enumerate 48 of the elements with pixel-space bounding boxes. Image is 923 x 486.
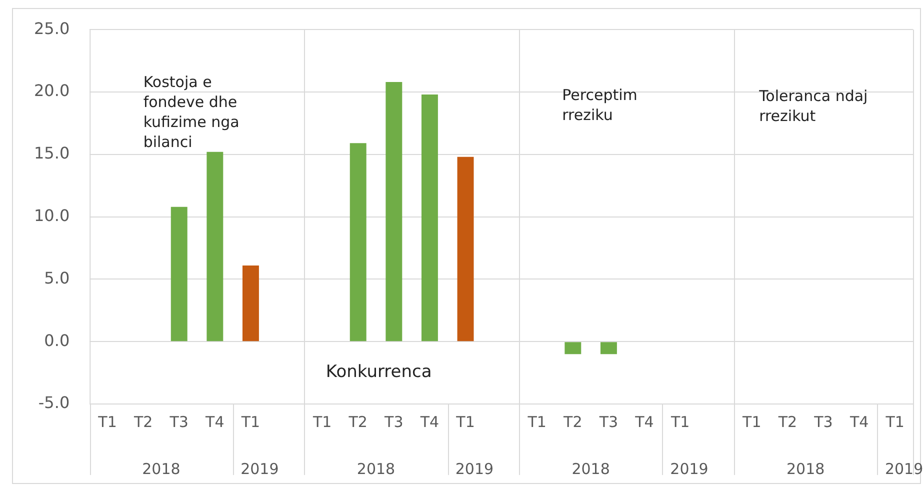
bar bbox=[386, 82, 402, 342]
text: 2018 bbox=[572, 460, 610, 478]
x-tick-label: T2 bbox=[777, 412, 798, 431]
text: 2018 bbox=[356, 460, 396, 478]
text: 2018 bbox=[142, 460, 180, 478]
x-tick-label: T1 bbox=[526, 412, 546, 431]
text: 2019 bbox=[884, 460, 923, 478]
x-tick-label: T4 bbox=[419, 412, 440, 431]
x-tick-label: T1 bbox=[240, 412, 260, 431]
y-tick-label: 25.0 bbox=[34, 18, 70, 38]
bar bbox=[206, 152, 224, 342]
x-tick-label: T3 bbox=[384, 412, 404, 431]
bar bbox=[170, 206, 188, 342]
bar bbox=[421, 94, 438, 342]
x-tick-label: T4 bbox=[204, 412, 224, 431]
x-tick-label: T1 bbox=[312, 412, 332, 431]
x-tick-label: T1 bbox=[884, 412, 904, 431]
y-tick-label: 20.0 bbox=[34, 81, 70, 100]
x-tick-label: T3 bbox=[598, 412, 618, 431]
x-tick-label: T2 bbox=[348, 412, 368, 431]
text: 2019 bbox=[240, 460, 279, 478]
bar bbox=[564, 342, 582, 354]
x-tick-label: T2 bbox=[562, 412, 582, 431]
x-tick-label: T1 bbox=[97, 412, 117, 431]
x-tick-label: T3 bbox=[168, 412, 188, 431]
bar bbox=[350, 143, 366, 342]
annotation: Konkurrenca bbox=[326, 362, 433, 382]
bar bbox=[457, 156, 474, 342]
annotation: Toleranca ndaj rrezikut bbox=[759, 86, 869, 126]
y-tick-label: 15.0 bbox=[34, 144, 70, 163]
annotation: Perceptim rreziku bbox=[562, 84, 638, 124]
x-tick-label: T1 bbox=[742, 412, 762, 431]
text: 2019 bbox=[455, 460, 494, 478]
x-tick-label: T3 bbox=[813, 412, 833, 431]
annotation: Kostoja e fondeve dhe kufizime nga bilanci bbox=[143, 72, 240, 152]
bar bbox=[600, 342, 617, 354]
x-tick-label: T1 bbox=[670, 412, 690, 431]
y-tick-label: 5.0 bbox=[44, 268, 70, 288]
y-tick-label: 0.0 bbox=[44, 330, 70, 350]
text: 2019 bbox=[670, 460, 708, 478]
x-tick-label: T2 bbox=[132, 412, 153, 431]
y-tick-label: -5.0 bbox=[38, 393, 70, 412]
text: 2018 bbox=[786, 460, 825, 478]
x-tick-label: T1 bbox=[455, 412, 475, 431]
x-tick-label: T4 bbox=[634, 412, 654, 431]
bar bbox=[242, 265, 259, 342]
y-tick-label: 10.0 bbox=[34, 206, 70, 225]
x-tick-label: T4 bbox=[848, 412, 869, 431]
